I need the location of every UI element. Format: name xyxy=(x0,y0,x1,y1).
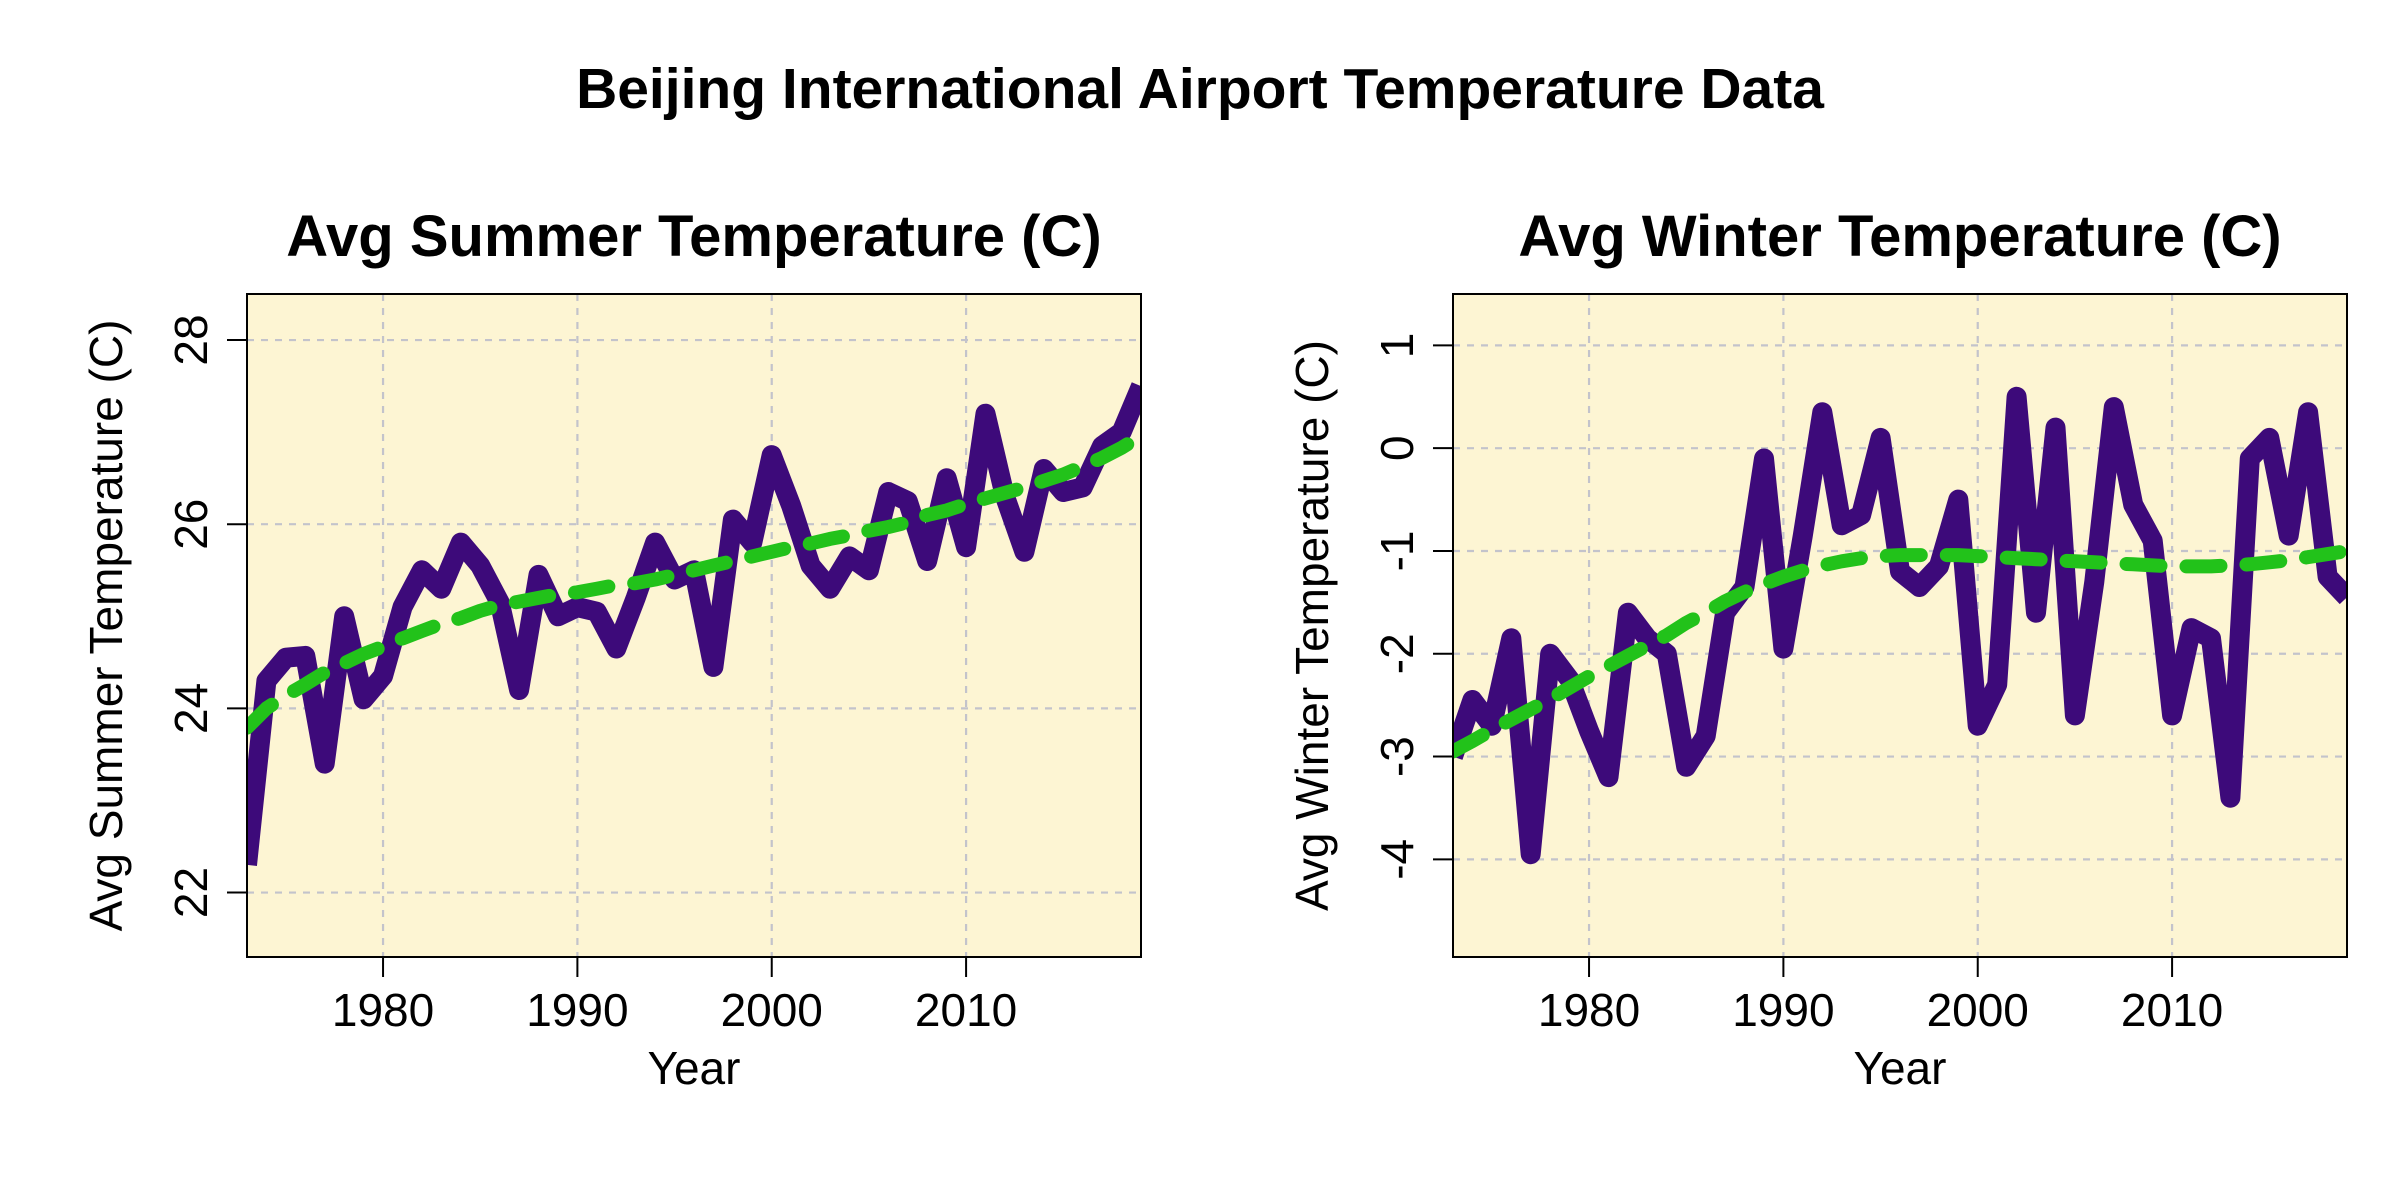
winter-y-tick-label: 1 xyxy=(1371,333,1423,359)
winter-x-tick-label: 2010 xyxy=(2121,984,2223,1036)
winter-series-group xyxy=(1453,386,2347,865)
summer-x-tick-label: 2000 xyxy=(721,984,823,1036)
winter-y-axis-label: Avg Winter Temperature (C) xyxy=(1286,340,1338,911)
figure-title: Beijing International Airport Temperatur… xyxy=(576,57,1825,121)
winter-y-tick-label: -2 xyxy=(1371,633,1423,674)
summer-y-tick-label: 26 xyxy=(165,499,217,550)
winter-y-tick-label: -1 xyxy=(1371,531,1423,572)
winter-chart-title: Avg Winter Temperature (C) xyxy=(1518,204,2281,269)
winter-y-tick-label: -4 xyxy=(1371,839,1423,880)
winter-x-tick-label: 1990 xyxy=(1732,984,1834,1036)
summer-y-tick-label: 24 xyxy=(165,683,217,734)
summer-y-tick-label: 28 xyxy=(165,314,217,365)
summer-chart: 1980 1990 2000 2010 22 24 26 28 Avg Summer Tempe… xyxy=(80,204,1142,1094)
summer-chart-title: Avg Summer Temperature (C) xyxy=(286,204,1101,269)
summer-x-axis-label: Year xyxy=(648,1042,741,1094)
summer-y-axis-label: Avg Summer Temperature (C) xyxy=(80,320,132,932)
summer-plot-frame xyxy=(246,293,1142,958)
summer-trend-line xyxy=(247,428,1141,735)
winter-plot-frame xyxy=(1452,293,2348,958)
summer-x-tick-label: 1980 xyxy=(332,984,434,1036)
summer-x-tick-label: 1990 xyxy=(526,984,628,1036)
summer-y-tick-label: 22 xyxy=(165,867,217,918)
winter-y-tick-label: -3 xyxy=(1371,736,1423,777)
summer-plot-area xyxy=(247,294,1141,957)
winter-chart: 1980 1990 2000 2010 -4 -3 -2 -1 0 1 Avg Winter Tem… xyxy=(1286,204,2348,1094)
summer-series-group xyxy=(247,382,1141,866)
winter-x-tick-label: 1980 xyxy=(1538,984,1640,1036)
winter-plot-area xyxy=(1453,294,2347,957)
summer-x-tick-label: 2010 xyxy=(915,984,1017,1036)
winter-temperature-line xyxy=(1453,386,2347,865)
winter-trend-line xyxy=(1453,544,2347,759)
winter-x-tick-label: 2000 xyxy=(1927,984,2029,1036)
winter-x-axis-label: Year xyxy=(1854,1042,1947,1094)
winter-y-tick-label: 0 xyxy=(1371,435,1423,461)
